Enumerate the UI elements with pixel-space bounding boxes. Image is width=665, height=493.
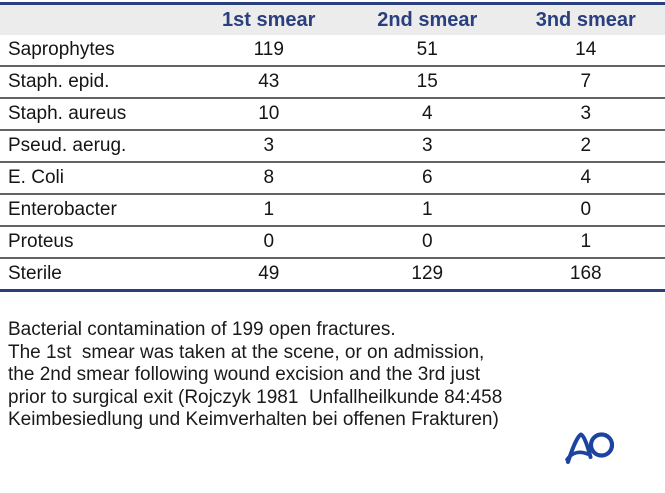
ao-logo: AO — [565, 432, 615, 464]
value-cell: 6 — [348, 162, 507, 195]
caption-line: prior to surgical exit (Rojczyk 1981 Unf… — [8, 386, 503, 408]
header-cell-empty — [0, 3, 190, 35]
row-label: E. Coli — [0, 162, 190, 195]
value-cell: 14 — [506, 35, 665, 67]
value-cell: 43 — [189, 66, 348, 99]
value-cell: 0 — [189, 226, 348, 259]
table-row: Sterile 49 129 168 — [0, 258, 665, 291]
row-label: Staph. epid. — [0, 66, 190, 99]
value-cell: 2 — [506, 130, 665, 163]
ao-logo-letter-o — [588, 432, 615, 458]
value-cell: 3 — [506, 98, 665, 131]
ao-logo-letter-a — [566, 432, 593, 464]
value-cell: 15 — [348, 66, 507, 99]
caption-line: Keimbesiedlung und Keimverhalten bei off… — [8, 409, 499, 430]
table-row: Staph. aureus 10 4 3 — [0, 98, 665, 131]
table-row: E. Coli 8 6 4 — [0, 162, 665, 195]
table-header: 1st smear 2nd smear 3nd smear — [0, 3, 665, 35]
value-cell: 51 — [348, 35, 507, 67]
value-cell: 1 — [189, 194, 348, 227]
table-row: Saprophytes 119 51 14 — [0, 35, 665, 67]
value-cell: 119 — [189, 35, 348, 67]
value-cell: 4 — [348, 98, 507, 131]
value-cell: 8 — [189, 162, 348, 195]
table-row: Enterobacter 1 1 0 — [0, 194, 665, 227]
row-label: Saprophytes — [0, 35, 190, 67]
value-cell: 0 — [348, 226, 507, 259]
header-cell-3rd-smear: 3nd smear — [506, 3, 665, 35]
value-cell: 4 — [506, 162, 665, 195]
caption-line: the 2nd smear following wound excision a… — [8, 364, 481, 385]
header-cell-1st-smear: 1st smear — [189, 3, 348, 35]
value-cell: 49 — [258, 263, 280, 284]
header-cell-2nd-smear: 2nd smear — [348, 3, 507, 35]
ao-logo-letter-a-bar — [565, 450, 590, 462]
row-label: Pseud. aerug. — [0, 130, 190, 163]
value-cell: 3 — [189, 130, 348, 163]
caption-line: The 1st smear was taken at the scene, or… — [8, 341, 485, 363]
contamination-table: 1st smear 2nd smear 3nd smear Saprophyte… — [0, 2, 665, 292]
table-body: Saprophytes 119 51 14 Staph. epid. 43 15 7 Staph… — [0, 35, 665, 291]
caption-line: Bacterial contamination of 199 open frac… — [8, 319, 396, 340]
row-label: Sterile — [8, 263, 62, 284]
row-label: Enterobacter — [0, 194, 190, 227]
value-cell: 1 — [348, 194, 507, 227]
value-cell: 0 — [506, 194, 665, 227]
caption-block: Bacterial contamination of 199 open frac… — [8, 319, 665, 432]
table-row: Pseud. aerug. 3 3 2 — [0, 130, 665, 163]
row-label: Proteus — [0, 226, 190, 259]
value-cell: 10 — [189, 98, 348, 131]
row-label: Staph. aureus — [0, 98, 190, 131]
table-row: Proteus 0 0 1 — [0, 226, 665, 259]
value-cell: 1 — [506, 226, 665, 259]
value-cell: 129 — [411, 263, 444, 284]
table-header-row: 1st smear 2nd smear 3nd smear — [0, 3, 665, 35]
table-row: Staph. epid. 43 15 7 — [0, 66, 665, 99]
value-cell: 7 — [506, 66, 665, 99]
value-cell: 168 — [569, 263, 602, 284]
value-cell: 3 — [348, 130, 507, 163]
